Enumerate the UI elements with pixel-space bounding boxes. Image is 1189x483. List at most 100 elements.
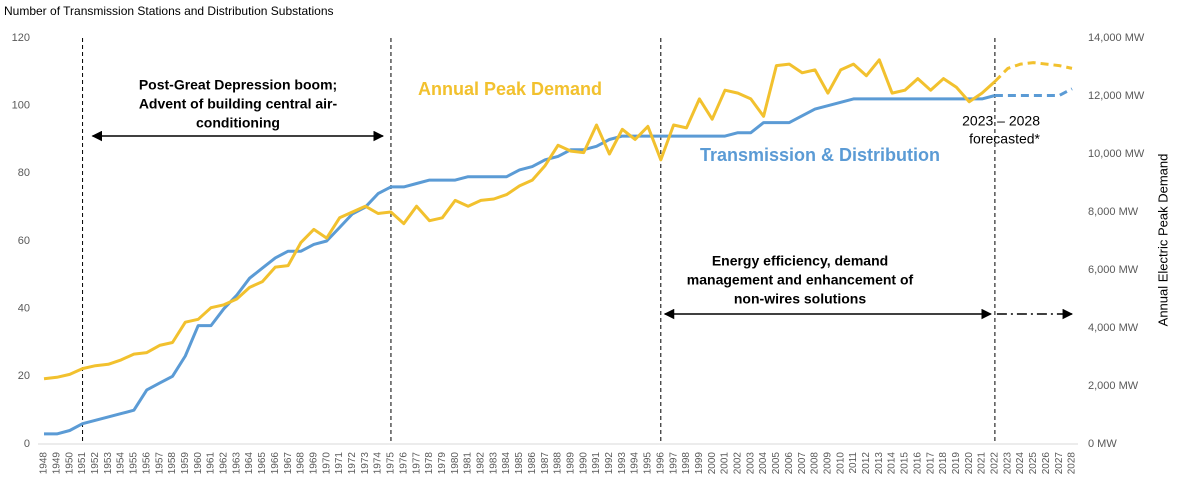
x-tick-label: 2011 bbox=[848, 452, 859, 474]
y-tick-label: 20 bbox=[18, 370, 30, 382]
series-line bbox=[994, 87, 1073, 97]
x-tick-label: 1995 bbox=[643, 452, 654, 475]
x-tick-label: 2028 bbox=[1067, 452, 1078, 475]
x-tick-label: 1957 bbox=[154, 452, 165, 475]
x-tick-label: 2002 bbox=[733, 452, 744, 475]
x-tick-label: 2016 bbox=[912, 452, 923, 475]
y2-tick-label: 12,000 MW bbox=[1088, 90, 1145, 102]
x-tick-label: 1997 bbox=[668, 452, 679, 475]
x-tick-label: 2010 bbox=[835, 452, 846, 475]
x-tick-label: 2007 bbox=[797, 452, 808, 475]
x-tick-label: 2013 bbox=[874, 452, 885, 475]
x-tick-label: 1972 bbox=[347, 452, 358, 475]
x-tick-label: 1981 bbox=[463, 452, 474, 475]
annotation: 2023 – 2028 bbox=[962, 113, 1040, 129]
annotation: management and enhancement of bbox=[687, 272, 914, 288]
x-tick-label: 2015 bbox=[900, 452, 911, 475]
x-tick-label: 1982 bbox=[476, 452, 487, 475]
y-tick-label: 40 bbox=[18, 303, 30, 315]
y2-tick-label: 2,000 MW bbox=[1088, 380, 1139, 392]
x-tick-label: 1954 bbox=[116, 452, 127, 475]
x-tick-label: 2022 bbox=[990, 452, 1001, 475]
x-tick-label: 2008 bbox=[810, 452, 821, 475]
x-tick-label: 2025 bbox=[1028, 452, 1039, 475]
annotation: Advent of building central air- bbox=[139, 96, 338, 112]
y2-tick-label: 8,000 MW bbox=[1088, 206, 1139, 218]
x-tick-label: 2001 bbox=[720, 452, 731, 475]
x-tick-label: 2020 bbox=[964, 452, 975, 475]
x-tick-label: 1996 bbox=[655, 452, 666, 475]
x-tick-label: 1965 bbox=[257, 452, 268, 475]
x-tick-label: 1968 bbox=[296, 452, 307, 475]
x-tick-label: 1976 bbox=[398, 452, 409, 475]
x-tick-label: 2009 bbox=[822, 452, 833, 475]
annotation: non-wires solutions bbox=[734, 291, 866, 307]
x-tick-label: 2023 bbox=[1002, 452, 1013, 475]
y-tick-label: 0 bbox=[24, 438, 30, 450]
x-tick-label: 1999 bbox=[694, 452, 705, 475]
x-tick-label: 1998 bbox=[681, 452, 692, 475]
x-tick-label: 1953 bbox=[103, 452, 114, 475]
x-tick-label: 1986 bbox=[527, 452, 538, 475]
x-tick-label: 1990 bbox=[578, 452, 589, 475]
x-tick-label: 1971 bbox=[334, 452, 345, 475]
y-tick-label: 120 bbox=[12, 32, 30, 44]
x-tick-label: 1962 bbox=[219, 452, 230, 475]
annotation: Post-Great Depression boom; bbox=[139, 77, 337, 93]
series-label: Transmission & Distribution bbox=[700, 145, 940, 165]
x-tick-label: 2019 bbox=[951, 452, 962, 475]
y2-axis-title: Annual Electric Peak Demand bbox=[1155, 154, 1170, 327]
x-tick-label: 1948 bbox=[39, 452, 50, 475]
x-tick-label: 2000 bbox=[707, 452, 718, 475]
x-tick-label: 1951 bbox=[77, 452, 88, 475]
x-tick-label: 1984 bbox=[501, 452, 512, 475]
x-tick-label: 1964 bbox=[244, 452, 255, 475]
x-tick-label: 2021 bbox=[977, 452, 988, 475]
series-line bbox=[993, 61, 1073, 83]
y2-tick-label: 0 MW bbox=[1088, 438, 1117, 450]
x-tick-label: 1973 bbox=[360, 452, 371, 475]
x-tick-label: 1977 bbox=[411, 452, 422, 475]
x-tick-label: 2018 bbox=[938, 452, 949, 475]
chart-title: Number of Transmission Stations and Dist… bbox=[4, 4, 334, 18]
x-tick-label: 1992 bbox=[604, 452, 615, 475]
x-tick-label: 1963 bbox=[231, 452, 242, 475]
x-tick-label: 1960 bbox=[193, 452, 204, 475]
x-tick-label: 1983 bbox=[488, 452, 499, 475]
x-tick-label: 1994 bbox=[630, 452, 641, 475]
series-line bbox=[44, 94, 996, 436]
x-tick-label: 2014 bbox=[887, 452, 898, 475]
x-tick-label: 1952 bbox=[90, 452, 101, 475]
series-label: Annual Peak Demand bbox=[418, 79, 602, 99]
x-tick-label: 2024 bbox=[1015, 452, 1026, 475]
y2-tick-label: 6,000 MW bbox=[1088, 264, 1139, 276]
x-tick-label: 1979 bbox=[437, 452, 448, 475]
x-tick-label: 1988 bbox=[553, 452, 564, 475]
y-tick-label: 80 bbox=[18, 167, 30, 179]
x-tick-label: 1958 bbox=[167, 452, 178, 475]
annotation: Energy efficiency, demand bbox=[712, 253, 888, 269]
x-tick-label: 1980 bbox=[450, 452, 461, 475]
y2-tick-label: 14,000 MW bbox=[1088, 32, 1145, 44]
y2-tick-label: 10,000 MW bbox=[1088, 148, 1145, 160]
x-tick-label: 1959 bbox=[180, 452, 191, 475]
x-tick-label: 1978 bbox=[424, 452, 435, 475]
x-tick-label: 1989 bbox=[565, 452, 576, 475]
x-tick-label: 1956 bbox=[141, 452, 152, 475]
x-tick-label: 1969 bbox=[308, 452, 319, 475]
series-line bbox=[43, 58, 996, 381]
x-tick-label: 2006 bbox=[784, 452, 795, 475]
y-tick-label: 60 bbox=[18, 235, 30, 247]
x-tick-label: 1949 bbox=[51, 452, 62, 475]
x-tick-label: 1975 bbox=[386, 452, 397, 475]
x-tick-label: 1985 bbox=[514, 452, 525, 475]
x-tick-label: 2003 bbox=[745, 452, 756, 475]
x-tick-label: 1966 bbox=[270, 452, 281, 475]
x-tick-label: 2004 bbox=[758, 452, 769, 475]
x-tick-label: 1987 bbox=[540, 452, 551, 475]
annotation: conditioning bbox=[196, 115, 280, 131]
x-tick-label: 1993 bbox=[617, 452, 628, 475]
x-tick-label: 1961 bbox=[206, 452, 217, 475]
x-tick-label: 1991 bbox=[591, 452, 602, 475]
